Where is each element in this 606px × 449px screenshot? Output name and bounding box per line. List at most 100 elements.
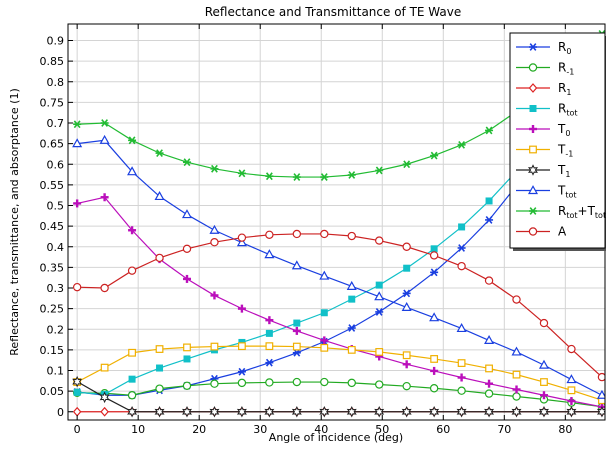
data-point <box>128 375 136 383</box>
data-point <box>597 372 605 382</box>
chart-title: Reflectance and Transmittance of TE Wave <box>205 5 462 19</box>
data-point <box>128 348 136 357</box>
legend-label: Rtot <box>558 102 578 118</box>
data-point <box>402 242 411 251</box>
series-5 <box>73 342 605 405</box>
data-point <box>237 367 246 376</box>
data-point <box>567 386 576 395</box>
data-point <box>430 151 439 160</box>
data-point <box>209 405 220 418</box>
data-point <box>209 224 220 234</box>
data-point <box>566 405 577 418</box>
series-line <box>77 196 603 408</box>
y-tick-label: 0.2 <box>47 323 65 336</box>
data-point <box>402 289 411 298</box>
legend-marker <box>529 43 537 51</box>
x-tick-label: 40 <box>314 423 328 436</box>
data-point <box>375 236 384 245</box>
legend-marker <box>529 207 537 215</box>
data-point <box>375 308 384 316</box>
x-tick-label: 50 <box>375 423 389 436</box>
legend-label: R0 <box>558 40 571 56</box>
data-point <box>320 173 329 181</box>
data-point <box>236 237 247 247</box>
legend-marker <box>529 105 537 112</box>
data-point <box>320 336 329 345</box>
axis-ticks: 0 10 20 30 40 50 60 70 80 0 0.05 0.1 0.15 0.2 0.25 0.3 0… <box>40 24 572 436</box>
data-point <box>128 226 137 235</box>
data-point <box>485 126 494 135</box>
data-point <box>458 223 466 231</box>
x-tick-label: 10 <box>131 423 145 436</box>
legend-item: Ttot <box>516 184 577 200</box>
legend-label: R-1 <box>558 61 574 77</box>
legend-item: A <box>516 225 567 239</box>
data-point <box>292 348 301 357</box>
data-point <box>319 405 330 418</box>
data-point <box>401 405 412 418</box>
data-point <box>72 282 82 292</box>
legend-item: Rtot+Ttot <box>516 204 606 220</box>
data-point <box>512 392 521 401</box>
data-point <box>264 249 275 259</box>
data-point <box>375 348 384 356</box>
data-point <box>511 346 522 356</box>
data-point <box>346 280 357 290</box>
data-point <box>484 276 494 285</box>
data-point <box>457 386 466 395</box>
legend-label: Rtot+Ttot <box>558 204 606 220</box>
data-point <box>100 363 109 372</box>
data-point <box>320 343 329 352</box>
data-point <box>512 370 521 379</box>
data-point <box>265 378 274 387</box>
data-point <box>73 388 81 396</box>
x-tick-label: 0 <box>74 423 81 436</box>
legend-marker <box>528 164 538 176</box>
data-point <box>182 381 192 390</box>
data-point <box>485 197 493 205</box>
data-point <box>73 199 82 208</box>
data-point <box>374 291 385 301</box>
y-tick-label: 0.9 <box>47 35 65 48</box>
series-9 <box>72 229 605 382</box>
data-point <box>291 405 302 418</box>
y-tick-label: 0.85 <box>40 55 65 68</box>
data-point <box>292 173 301 181</box>
data-point <box>237 233 247 242</box>
data-point <box>183 343 191 352</box>
series-line <box>76 381 602 413</box>
y-tick-label: 0.1 <box>47 365 65 378</box>
y-tick-label: 0.35 <box>40 261 65 274</box>
data-point <box>155 345 164 353</box>
data-point <box>540 378 548 386</box>
data-point <box>347 378 356 388</box>
y-tick-label: 0 <box>57 406 64 419</box>
y-tick-label: 0.5 <box>47 200 65 213</box>
data-point <box>265 358 274 367</box>
data-point <box>265 342 274 351</box>
data-point <box>319 270 330 280</box>
legend: R0 R-1 R1 Rtot T0 T-1 T1 Ttot Rtot+Ttot A <box>509 32 606 251</box>
data-point <box>210 379 219 388</box>
data-point <box>485 216 494 224</box>
y-tick-label: 0.55 <box>40 179 65 192</box>
data-point <box>237 378 247 388</box>
x-tick-label: 80 <box>558 423 572 436</box>
data-point <box>596 405 605 418</box>
data-point <box>72 138 83 148</box>
legend-marker <box>528 63 538 72</box>
data-point <box>210 238 219 247</box>
data-point <box>375 281 383 289</box>
data-point <box>181 209 193 219</box>
legend-marker <box>529 125 537 133</box>
data-point <box>210 291 219 300</box>
legend-item: Rtot <box>516 102 578 118</box>
y-tick-label: 0.65 <box>40 138 65 151</box>
y-tick-label: 0.7 <box>47 117 65 130</box>
x-tick-label: 30 <box>253 423 267 436</box>
legend-label: A <box>558 225 567 239</box>
series-7 <box>72 134 605 399</box>
data-point <box>183 355 191 363</box>
x-tick-label: 20 <box>192 423 206 436</box>
data-point <box>72 406 82 417</box>
